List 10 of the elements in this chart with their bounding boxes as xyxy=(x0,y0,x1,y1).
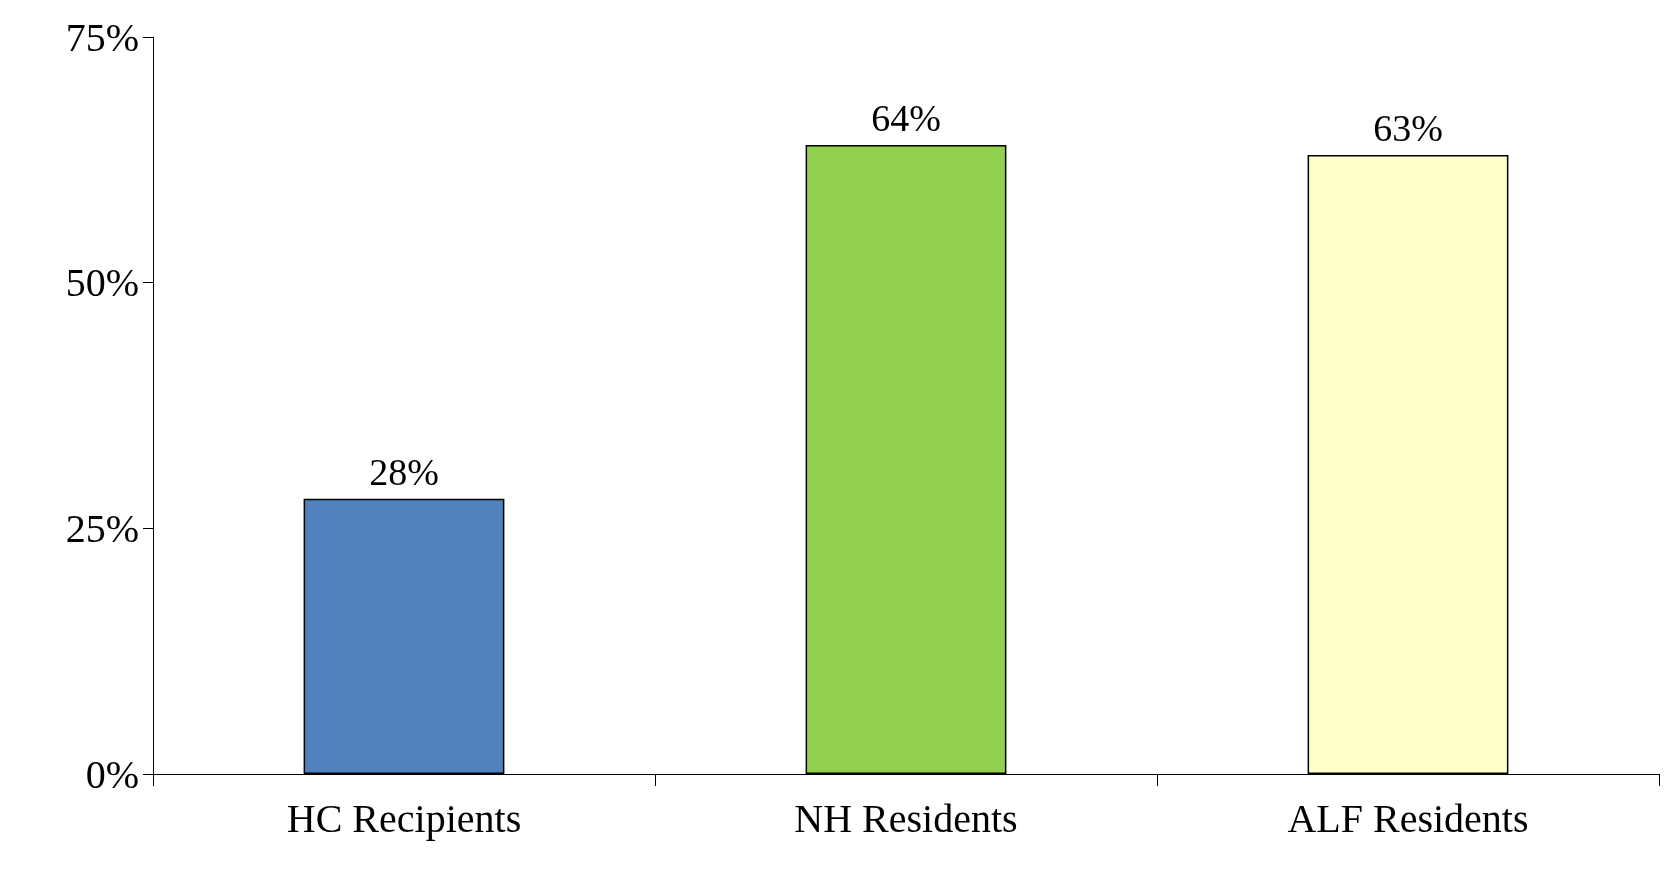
x-tick-label: HC Recipients xyxy=(286,795,522,841)
y-tick-label: 75% xyxy=(65,14,139,60)
y-tick-label: 0% xyxy=(85,751,139,797)
x-tick-label: ALF Residents xyxy=(1287,795,1529,841)
data-label: 63% xyxy=(1373,106,1443,149)
x-tick-label: NH Residents xyxy=(794,795,1018,841)
data-label: 64% xyxy=(871,97,941,140)
data-label: 28% xyxy=(369,450,439,493)
y-tick-label: 50% xyxy=(65,260,139,306)
y-tick-label: 25% xyxy=(65,505,139,551)
